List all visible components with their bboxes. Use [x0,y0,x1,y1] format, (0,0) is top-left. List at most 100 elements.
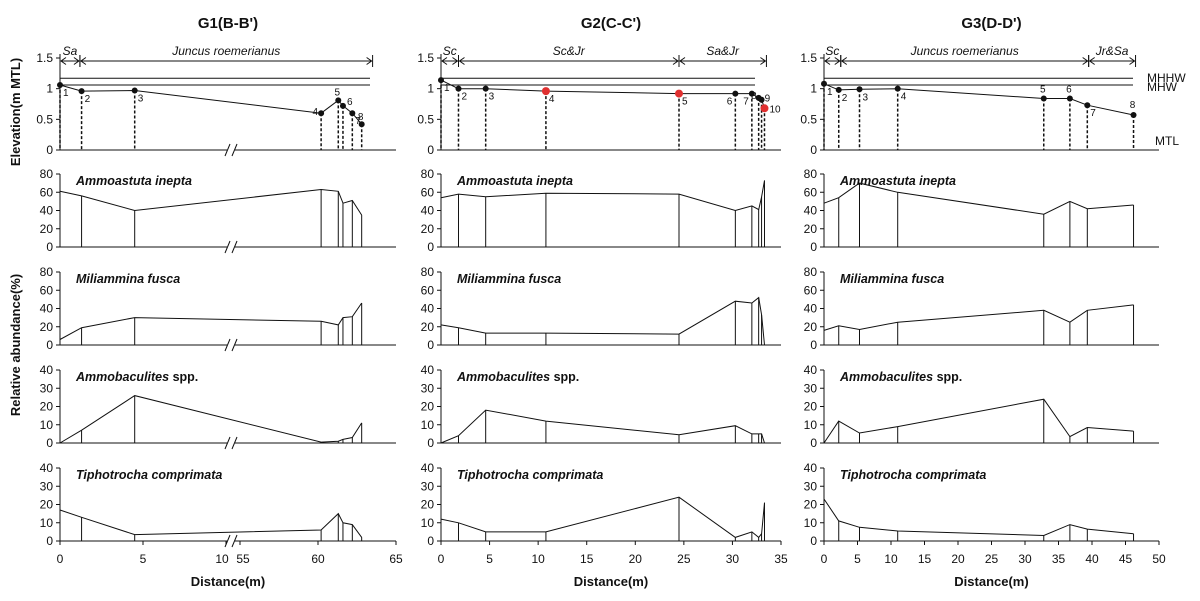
abundance-tick-label: 0 [427,240,434,254]
abundance-tick-label: 20 [421,320,435,334]
station-point [318,110,325,117]
distance-tick-label: 0 [821,552,828,566]
sampling-station: 3 [856,86,869,150]
station-label: 1 [444,83,450,94]
station-point [1066,95,1073,102]
station-label: 4 [313,107,319,118]
sampling-station: 6 [1066,84,1073,150]
zone-arrow-left [1088,57,1095,65]
elevation-axis-break-slash-a [224,143,231,157]
station-label: 3 [489,92,495,103]
panel-title: G1(B-B') [198,15,258,32]
sampling-station: 4 [541,87,555,150]
species-name: Miliammina fusca [457,272,561,286]
abundance-tick-label: 30 [421,381,435,395]
abundance-axis-break-gap [227,436,235,450]
abundance-tick-label: 30 [421,479,435,493]
station-label: 1 [827,87,833,98]
abundance-tick-label: 40 [804,204,818,218]
station-label: 4 [549,94,555,105]
station-label: 9 [765,94,771,105]
abundance-tick-label: 30 [40,381,54,395]
station-label: 10 [769,104,781,115]
station-point [835,86,842,93]
distance-tick-label: 0 [438,552,445,566]
abundance-line [440,296,765,346]
zone-arrow-left [80,57,87,65]
station-point [894,85,901,92]
species-panel: 0 20 40 60 80 Ammoastuta inepta [421,167,781,254]
station-label: 5 [334,87,340,98]
distance-tick-label: 65 [389,552,403,566]
station-label: 2 [85,94,91,105]
abundance-tick-label: 0 [810,240,817,254]
distance-axis: 0 5 10 55 60 65 Distance(m) [57,541,403,589]
elevation-tick-label: 1.5 [36,51,53,65]
sampling-station: 5 [334,87,342,150]
elevation-tick-label: 0 [427,143,434,157]
abundance-line [823,182,1134,215]
abundance-tick-label: 10 [804,418,818,432]
distance-axis-label: Distance(m) [191,574,265,589]
zone-arrow-right [1082,57,1089,65]
abundance-tick-label: 20 [804,400,818,414]
abundance-tick-label: 0 [46,534,53,548]
distance-axis: 0 5 10 15 20 25 30 35 Distance(m) [438,541,788,589]
species-panel: 0 20 40 60 80 Miliammina fusca [421,265,781,352]
vegetation-zone: Sc [440,44,459,67]
distance-tick-label: 55 [236,552,250,566]
zone-arrow-left [679,57,686,65]
mhhw-label: MHHW [1147,71,1186,85]
zone-arrow-left [824,57,831,65]
station-label: 3 [863,92,869,103]
sampling-station: 2 [835,86,848,150]
species-name: Ammoastuta inepta [75,174,192,188]
elevation-tick-label: 1.5 [417,51,434,65]
distance-tick-label: 35 [1052,552,1066,566]
distance-tick-label: 5 [486,552,493,566]
sampling-station: 2 [455,85,467,150]
elevation-tick-label: 1 [427,82,434,96]
station-label: 2 [461,92,467,103]
species-name: Ammoastuta inepta [456,174,573,188]
abundance-line [59,395,363,444]
abundance-tick-label: 80 [40,265,54,279]
distance-axis: 0 5 10 15 20 25 30 35 40 45 50 Distance(m) [821,541,1166,589]
vegetation-zone: Juncus roemerianus [840,44,1090,67]
abundance-axis-break-slash-b [231,240,238,254]
distance-axis-label: Distance(m) [574,574,648,589]
distance-tick-label: 10 [215,552,229,566]
abundance-line [59,188,363,216]
elevation-tick-label: 0 [46,143,53,157]
abundance-tick-label: 30 [804,479,818,493]
station-point [358,121,365,128]
zone-arrow-right [366,57,373,65]
species-panel: 0 10 20 30 40 Ammobaculites spp. [421,363,781,450]
abundance-tick-label: 80 [804,265,818,279]
relative-abundance-axis-label: Relative abundance(%) [8,274,23,416]
abundance-tick-label: 20 [804,320,818,334]
elevation-tick-label: 0.5 [417,112,434,126]
species-panel: 0 10 20 30 40 Ammobaculites spp. [40,363,396,450]
station-point [78,88,85,95]
species-panel: 0 10 20 30 40 Ammobaculites spp. [804,363,1159,450]
species-panel: 0 20 40 60 80 Ammoastuta inepta [804,167,1159,254]
abundance-tick-label: 80 [421,265,435,279]
abundance-tick-label: 80 [421,167,435,181]
distance-tick-label: 45 [1119,552,1133,566]
abundance-axis-break-slash-b [231,436,238,450]
zone-label: Sc [443,44,457,58]
transect-panel-1: G1(B-B') 0 0.5 1 1.5 Sa Juncus roemerianus 1 2 3 4… [36,15,403,589]
station-point [1040,95,1047,102]
abundance-tick-label: 30 [804,381,818,395]
abundance-tick-label: 80 [40,167,54,181]
species-panel: 0 10 20 30 40 Tiphotrocha comprimata [40,461,396,548]
station-point-highlight [541,87,550,96]
station-label: 7 [355,116,361,127]
abundance-tick-label: 40 [421,302,435,316]
zone-arrow-left [441,57,448,65]
